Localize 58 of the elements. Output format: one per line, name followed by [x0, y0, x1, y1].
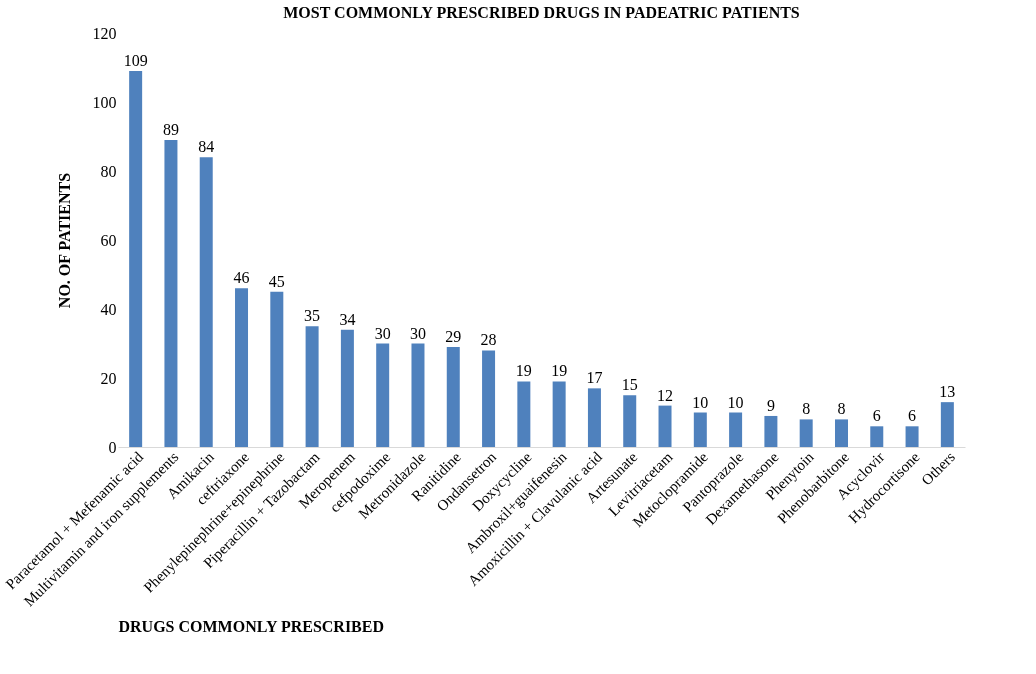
y-tick-label: 40	[100, 300, 117, 318]
data-label: 30	[409, 324, 426, 342]
data-label: 8	[802, 400, 811, 418]
bar	[199, 157, 213, 447]
y-axis-title: NO. OF PATIENTS	[55, 172, 73, 309]
bar	[305, 326, 319, 447]
bar	[270, 291, 284, 447]
chart-title: MOST COMMONLY PRESCRIBED DRUGS IN PADEATRIC PATIENTS	[283, 4, 800, 21]
data-label: 15	[621, 376, 638, 394]
bar	[235, 288, 249, 447]
bar	[870, 426, 884, 447]
bar	[764, 415, 778, 447]
bar	[587, 388, 601, 447]
data-label: 19	[551, 362, 568, 380]
bar	[729, 412, 743, 447]
data-label: 8	[837, 400, 846, 418]
bar	[517, 381, 531, 447]
data-label: 30	[374, 324, 391, 342]
bar	[164, 139, 178, 447]
data-label: 29	[445, 327, 462, 345]
bar	[129, 70, 143, 447]
y-tick-label: 80	[100, 162, 117, 180]
data-label: 109	[123, 51, 148, 69]
data-label: 10	[692, 393, 709, 411]
bar	[834, 419, 848, 447]
data-label: 46	[233, 269, 250, 287]
bar	[411, 343, 425, 447]
data-label: 10	[727, 393, 744, 411]
data-label: 89	[162, 120, 179, 138]
data-label: 84	[198, 138, 215, 156]
y-tick-label: 100	[92, 93, 117, 111]
data-label: 19	[515, 362, 532, 380]
bar	[482, 350, 496, 447]
data-label: 12	[657, 386, 674, 404]
bar	[693, 412, 707, 447]
data-label: 45	[268, 272, 285, 290]
bar	[552, 381, 566, 447]
data-label: 28	[480, 331, 497, 349]
data-label: 13	[939, 383, 956, 401]
bar	[940, 402, 954, 447]
data-label: 9	[766, 396, 775, 414]
y-tick-label: 20	[100, 369, 117, 387]
data-label: 34	[339, 310, 356, 328]
y-tick-label: 0	[108, 438, 117, 456]
bar	[658, 405, 672, 447]
x-axis-title: DRUGS COMMONLY PRESCRIBED	[118, 618, 385, 636]
data-label: 6	[872, 407, 881, 425]
data-label: 6	[908, 407, 917, 425]
bar	[623, 395, 637, 447]
bar	[446, 346, 460, 447]
bar	[376, 343, 390, 447]
data-label: 35	[304, 307, 321, 325]
bar	[340, 329, 354, 447]
data-label: 17	[586, 369, 603, 387]
bar	[799, 419, 813, 447]
y-tick-label: 120	[92, 24, 117, 42]
bar	[905, 426, 919, 447]
y-tick-label: 60	[100, 231, 117, 249]
